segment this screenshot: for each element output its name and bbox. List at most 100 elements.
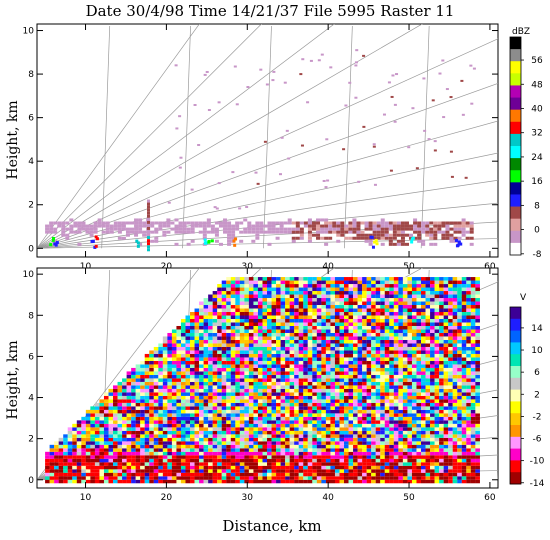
velocity-cell — [140, 416, 145, 421]
velocity-cell — [357, 343, 363, 347]
velocity-cell — [344, 374, 349, 379]
velocity-cell — [235, 427, 240, 431]
reflectivity-echo-cell — [134, 224, 139, 228]
velocity-cell — [153, 350, 159, 354]
velocity-cell — [393, 294, 399, 299]
velocity-cell — [312, 378, 317, 382]
velocity-cell — [103, 395, 109, 400]
velocity-cell — [366, 277, 372, 281]
velocity-cell — [294, 357, 299, 361]
velocity-cell — [298, 284, 304, 288]
velocity-cell — [298, 406, 304, 410]
velocity-cell — [140, 430, 145, 435]
velocity-cell — [185, 346, 191, 351]
velocity-cell — [380, 413, 385, 417]
velocity-cell — [267, 371, 272, 375]
velocity-cell — [294, 469, 299, 473]
velocity-cell — [380, 427, 385, 431]
velocity-cell — [235, 298, 240, 302]
velocity-cell — [217, 339, 222, 344]
velocity-cell — [384, 329, 390, 333]
velocity-cell — [334, 402, 340, 407]
velocity-cell — [389, 416, 394, 421]
velocity-cell — [180, 441, 186, 445]
velocity-cell — [321, 399, 326, 403]
velocity-cell — [140, 423, 145, 428]
velocity-cell — [371, 367, 376, 372]
velocity-cell — [430, 374, 435, 379]
velocity-cell — [334, 406, 340, 410]
velocity-cell — [434, 406, 440, 410]
velocity-cell — [330, 434, 336, 438]
velocity-cell — [171, 420, 177, 424]
velocity-cell — [262, 465, 268, 470]
velocity-cell — [398, 381, 403, 386]
reflectivity-echo-cell — [360, 236, 365, 240]
velocity-cell — [380, 312, 385, 316]
velocity-cell — [434, 437, 440, 442]
velocity-cell — [407, 392, 413, 396]
reflectivity-echo-cell — [203, 73, 207, 76]
velocity-cell — [289, 434, 295, 438]
velocity-cell — [380, 325, 385, 330]
velocity-cell — [113, 420, 118, 424]
reflectivity-echo-cell — [457, 224, 462, 228]
velocity-cell — [185, 472, 191, 477]
velocity-cell — [81, 455, 86, 459]
velocity-cell — [257, 385, 263, 389]
velocity-cell — [421, 346, 426, 351]
velocity-cell — [257, 336, 263, 340]
velocity-cell — [307, 318, 313, 323]
velocity-cell — [190, 322, 195, 326]
velocity-cell — [312, 312, 317, 316]
velocity-cell — [289, 357, 295, 361]
velocity-cell — [226, 371, 231, 375]
velocity-cell — [344, 378, 349, 382]
velocity-cell — [203, 388, 209, 393]
velocity-cell — [421, 462, 426, 466]
velocity-cell — [398, 315, 403, 319]
velocity-cell — [407, 385, 413, 389]
velocity-cell — [185, 479, 191, 484]
velocity-cell — [149, 472, 154, 477]
velocity-cell — [248, 339, 254, 344]
velocity-cell — [362, 399, 367, 403]
velocity-cell — [162, 416, 168, 421]
velocity-cell — [384, 339, 390, 344]
velocity-cell — [113, 479, 118, 484]
reflectivity-echo-cell — [372, 230, 377, 234]
velocity-cell — [190, 399, 195, 403]
reflectivity-echo-cell — [121, 221, 126, 225]
velocity-cell — [316, 343, 322, 347]
velocity-cell — [339, 413, 345, 417]
velocity-cell — [285, 451, 290, 456]
velocity-cell — [298, 308, 304, 313]
velocity-cell — [199, 441, 204, 445]
velocity-cell — [271, 402, 277, 407]
velocity-cell — [421, 312, 426, 316]
reflectivity-echo-cell — [227, 242, 232, 246]
velocity-cell — [389, 336, 394, 340]
velocity-cell — [325, 427, 331, 431]
velocity-cell — [434, 322, 440, 326]
velocity-cell — [176, 437, 182, 442]
velocity-cell — [230, 374, 236, 379]
velocity-cell — [298, 381, 304, 386]
velocity-cell — [126, 479, 132, 484]
velocity-cell — [416, 413, 422, 417]
velocity-cell — [176, 406, 182, 410]
reflectivity-echo-cell — [255, 236, 260, 240]
velocity-cell — [303, 350, 308, 354]
reflectivity-echo-cell — [279, 227, 284, 231]
velocity-cell — [248, 371, 254, 375]
velocity-cell — [108, 458, 114, 463]
velocity-cell — [330, 308, 336, 313]
velocity-cell — [212, 395, 218, 400]
velocity-cell — [416, 332, 422, 337]
velocity-cell — [407, 298, 413, 302]
velocity-cell — [294, 402, 299, 407]
velocity-cell — [448, 385, 453, 389]
velocity-cell — [262, 332, 268, 337]
velocity-cell — [280, 430, 286, 435]
reflectivity-echo-cell — [138, 230, 143, 234]
